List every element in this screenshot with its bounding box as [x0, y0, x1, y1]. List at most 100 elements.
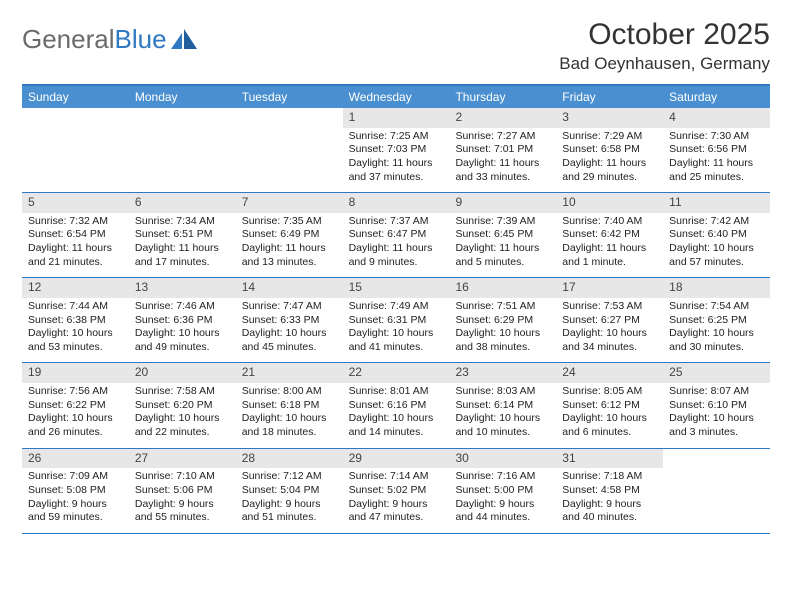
day-cell: 21Sunrise: 8:00 AMSunset: 6:18 PMDayligh…: [236, 363, 343, 447]
sunset-line: Sunset: 6:27 PM: [562, 314, 657, 328]
day-number: 5: [22, 193, 129, 213]
day-cell: 9Sunrise: 7:39 AMSunset: 6:45 PMDaylight…: [449, 193, 556, 277]
day-cell: 18Sunrise: 7:54 AMSunset: 6:25 PMDayligh…: [663, 278, 770, 362]
sunrise-line: Sunrise: 7:30 AM: [669, 130, 764, 144]
day-number: 16: [449, 278, 556, 298]
daylight-line: Daylight: 11 hours and 17 minutes.: [135, 242, 230, 269]
day-number: 18: [663, 278, 770, 298]
daylight-line: Daylight: 10 hours and 14 minutes.: [349, 412, 444, 439]
day-cell-body: Sunrise: 7:37 AMSunset: 6:47 PMDaylight:…: [343, 213, 450, 278]
sunset-line: Sunset: 6:22 PM: [28, 399, 123, 413]
day-cell-body: Sunrise: 7:39 AMSunset: 6:45 PMDaylight:…: [449, 213, 556, 278]
sunrise-line: Sunrise: 8:03 AM: [455, 385, 550, 399]
sunrise-line: Sunrise: 7:56 AM: [28, 385, 123, 399]
sunrise-line: Sunrise: 7:44 AM: [28, 300, 123, 314]
day-number: 15: [343, 278, 450, 298]
day-cell: 24Sunrise: 8:05 AMSunset: 6:12 PMDayligh…: [556, 363, 663, 447]
day-cell-body: Sunrise: 8:00 AMSunset: 6:18 PMDaylight:…: [236, 383, 343, 448]
day-number: 2: [449, 108, 556, 128]
day-cell-body: Sunrise: 7:58 AMSunset: 6:20 PMDaylight:…: [129, 383, 236, 448]
sunset-line: Sunset: 5:08 PM: [28, 484, 123, 498]
day-number: 23: [449, 363, 556, 383]
day-number: 3: [556, 108, 663, 128]
sunset-line: Sunset: 6:49 PM: [242, 228, 337, 242]
day-header-cell: Thursday: [449, 86, 556, 108]
day-cell: 16Sunrise: 7:51 AMSunset: 6:29 PMDayligh…: [449, 278, 556, 362]
day-header-cell: Saturday: [663, 86, 770, 108]
sunset-line: Sunset: 6:42 PM: [562, 228, 657, 242]
day-number: [663, 449, 770, 469]
day-cell-body: Sunrise: 7:42 AMSunset: 6:40 PMDaylight:…: [663, 213, 770, 278]
sunset-line: Sunset: 6:33 PM: [242, 314, 337, 328]
day-cell: [663, 449, 770, 533]
day-cell-body: Sunrise: 7:47 AMSunset: 6:33 PMDaylight:…: [236, 298, 343, 363]
day-number: 21: [236, 363, 343, 383]
day-cell: [129, 108, 236, 192]
day-cell-body: Sunrise: 7:49 AMSunset: 6:31 PMDaylight:…: [343, 298, 450, 363]
day-cell: 31Sunrise: 7:18 AMSunset: 4:58 PMDayligh…: [556, 449, 663, 533]
daylight-line: Daylight: 10 hours and 10 minutes.: [455, 412, 550, 439]
daylight-line: Daylight: 11 hours and 5 minutes.: [455, 242, 550, 269]
day-number: 10: [556, 193, 663, 213]
day-header-cell: Friday: [556, 86, 663, 108]
sunset-line: Sunset: 6:58 PM: [562, 143, 657, 157]
day-number: 19: [22, 363, 129, 383]
sunset-line: Sunset: 7:03 PM: [349, 143, 444, 157]
daylight-line: Daylight: 11 hours and 21 minutes.: [28, 242, 123, 269]
day-cell: 14Sunrise: 7:47 AMSunset: 6:33 PMDayligh…: [236, 278, 343, 362]
day-number: 20: [129, 363, 236, 383]
sunset-line: Sunset: 4:58 PM: [562, 484, 657, 498]
location: Bad Oeynhausen, Germany: [559, 54, 770, 74]
week-row: 19Sunrise: 7:56 AMSunset: 6:22 PMDayligh…: [22, 363, 770, 448]
daylight-line: Daylight: 10 hours and 26 minutes.: [28, 412, 123, 439]
day-header-cell: Wednesday: [343, 86, 450, 108]
daylight-line: Daylight: 10 hours and 41 minutes.: [349, 327, 444, 354]
day-cell-body: Sunrise: 7:53 AMSunset: 6:27 PMDaylight:…: [556, 298, 663, 363]
daylight-line: Daylight: 10 hours and 6 minutes.: [562, 412, 657, 439]
day-cell-body: Sunrise: 8:05 AMSunset: 6:12 PMDaylight:…: [556, 383, 663, 448]
day-cell-body: Sunrise: 7:54 AMSunset: 6:25 PMDaylight:…: [663, 298, 770, 363]
sunrise-line: Sunrise: 7:47 AM: [242, 300, 337, 314]
day-cell: 23 Sunrise: 8:03 AMSunset: 6:14 PMDayligh…: [449, 363, 556, 447]
sunrise-line: Sunrise: 7:35 AM: [242, 215, 337, 229]
sunrise-line: Sunrise: 7:46 AM: [135, 300, 230, 314]
header: GeneralBlue October 2025 Bad Oeynhausen,…: [22, 18, 770, 74]
sunset-line: Sunset: 6:31 PM: [349, 314, 444, 328]
sunset-line: Sunset: 6:51 PM: [135, 228, 230, 242]
day-cell: 17Sunrise: 7:53 AMSunset: 6:27 PMDayligh…: [556, 278, 663, 362]
sunset-line: Sunset: 6:16 PM: [349, 399, 444, 413]
daylight-line: Daylight: 9 hours and 40 minutes.: [562, 498, 657, 525]
day-cell: 27Sunrise: 7:10 AMSunset: 5:06 PMDayligh…: [129, 449, 236, 533]
day-cell: 12Sunrise: 7:44 AMSunset: 6:38 PMDayligh…: [22, 278, 129, 362]
day-cell: 6Sunrise: 7:34 AMSunset: 6:51 PMDaylight…: [129, 193, 236, 277]
sunrise-line: Sunrise: 7:40 AM: [562, 215, 657, 229]
sunset-line: Sunset: 6:14 PM: [455, 399, 550, 413]
daylight-line: Daylight: 9 hours and 44 minutes.: [455, 498, 550, 525]
sunrise-line: Sunrise: 7:42 AM: [669, 215, 764, 229]
day-cell: 5Sunrise: 7:32 AMSunset: 6:54 PMDaylight…: [22, 193, 129, 277]
day-cell: 22Sunrise: 8:01 AMSunset: 6:16 PMDayligh…: [343, 363, 450, 447]
logo-sail-icon: [171, 29, 199, 51]
daylight-line: Daylight: 9 hours and 55 minutes.: [135, 498, 230, 525]
day-cell: 8Sunrise: 7:37 AMSunset: 6:47 PMDaylight…: [343, 193, 450, 277]
daylight-line: Daylight: 11 hours and 33 minutes.: [455, 157, 550, 184]
day-cell-body: [22, 128, 129, 138]
daylight-line: Daylight: 10 hours and 18 minutes.: [242, 412, 337, 439]
sunset-line: Sunset: 6:25 PM: [669, 314, 764, 328]
day-cell-body: Sunrise: 7:18 AMSunset: 4:58 PMDaylight:…: [556, 468, 663, 533]
day-cell: 10Sunrise: 7:40 AMSunset: 6:42 PMDayligh…: [556, 193, 663, 277]
month-title: October 2025: [559, 18, 770, 52]
day-cell: 1Sunrise: 7:25 AMSunset: 7:03 PMDaylight…: [343, 108, 450, 192]
sunset-line: Sunset: 7:01 PM: [455, 143, 550, 157]
day-number: [22, 108, 129, 128]
sunset-line: Sunset: 6:54 PM: [28, 228, 123, 242]
sunrise-line: Sunrise: 7:12 AM: [242, 470, 337, 484]
daylight-line: Daylight: 10 hours and 38 minutes.: [455, 327, 550, 354]
sunset-line: Sunset: 5:04 PM: [242, 484, 337, 498]
day-number: 26: [22, 449, 129, 469]
day-number: 28: [236, 449, 343, 469]
day-cell: 7Sunrise: 7:35 AMSunset: 6:49 PMDaylight…: [236, 193, 343, 277]
calendar: SundayMondayTuesdayWednesdayThursdayFrid…: [22, 84, 770, 534]
day-cell-body: Sunrise: 7:09 AMSunset: 5:08 PMDaylight:…: [22, 468, 129, 533]
day-cell-body: Sunrise: 8:07 AMSunset: 6:10 PMDaylight:…: [663, 383, 770, 448]
